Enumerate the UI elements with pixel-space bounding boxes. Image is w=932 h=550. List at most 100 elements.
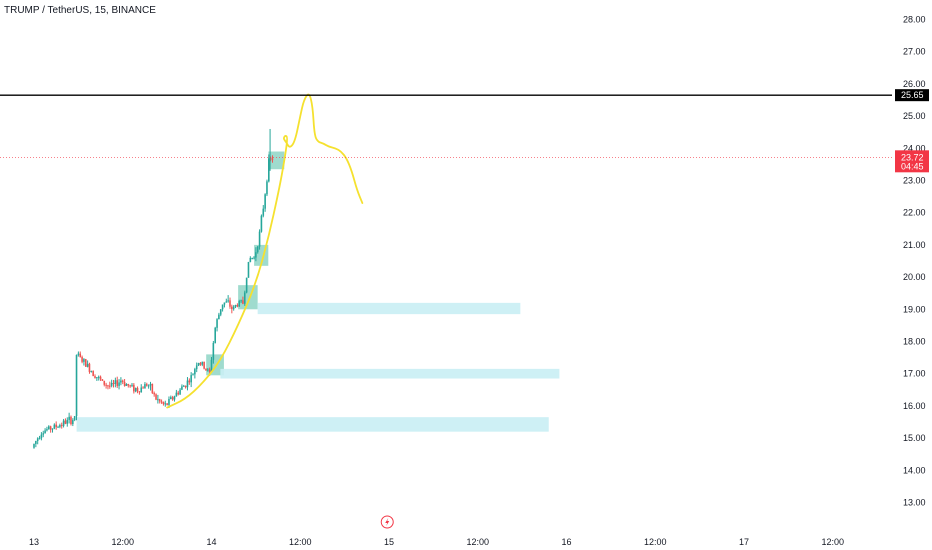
y-axis: 13.00 14.00 15.00 16.00 17.00 18.00 19.00 20.00… bbox=[895, 15, 929, 508]
candle-body bbox=[249, 257, 252, 262]
current-price-label: 23.72 bbox=[901, 152, 924, 162]
candle-body bbox=[268, 158, 270, 182]
levels-layer bbox=[0, 94, 892, 158]
candle-body bbox=[173, 396, 176, 400]
candle-body bbox=[77, 353, 80, 355]
candle-body bbox=[118, 382, 120, 386]
x-tick-label: 15 bbox=[384, 537, 394, 547]
x-tick-label: 12:00 bbox=[821, 537, 844, 547]
candle-body bbox=[64, 420, 67, 424]
candle-body bbox=[160, 401, 163, 403]
candle-body bbox=[192, 374, 194, 376]
candle-body bbox=[255, 252, 257, 258]
candle-body bbox=[264, 194, 266, 209]
candle-body bbox=[53, 424, 56, 429]
y-tick-label: 17.00 bbox=[903, 369, 926, 379]
candle-body bbox=[207, 369, 209, 371]
candle-body bbox=[145, 384, 148, 386]
candle-body bbox=[199, 363, 202, 365]
candle-body bbox=[75, 354, 78, 417]
candle-body bbox=[59, 425, 61, 427]
candle-body bbox=[234, 305, 237, 307]
resistance-badge-label: 25.65 bbox=[901, 90, 924, 100]
candle-body bbox=[96, 377, 98, 379]
candle-body bbox=[195, 365, 198, 370]
candle-body bbox=[271, 158, 274, 160]
candle-body bbox=[129, 385, 131, 387]
candle-body bbox=[35, 441, 37, 444]
candle-body bbox=[256, 246, 259, 253]
y-tick-label: 24.00 bbox=[903, 143, 926, 153]
candle-body bbox=[190, 375, 192, 383]
candle-body bbox=[55, 424, 57, 427]
y-tick-label: 21.00 bbox=[903, 240, 926, 250]
candle-body bbox=[49, 426, 52, 430]
y-tick-label: 14.00 bbox=[903, 465, 926, 475]
candle-body bbox=[83, 359, 85, 362]
candle-body bbox=[140, 387, 143, 393]
candle-body bbox=[147, 385, 150, 387]
candle-body bbox=[109, 385, 111, 387]
candle-body bbox=[179, 389, 181, 395]
candle-body bbox=[188, 380, 191, 383]
x-tick-label: 17 bbox=[739, 537, 749, 547]
candle-body bbox=[44, 430, 46, 434]
candle-body bbox=[232, 306, 235, 310]
candle-body bbox=[84, 359, 87, 367]
candle-body bbox=[182, 385, 185, 387]
candle-body bbox=[238, 300, 241, 307]
x-tick-label: 12:00 bbox=[289, 537, 312, 547]
candle-body bbox=[121, 380, 124, 383]
current-price-badge bbox=[895, 150, 929, 173]
x-tick-label: 14 bbox=[206, 537, 216, 547]
candle-body bbox=[133, 384, 135, 392]
candle-body bbox=[236, 305, 239, 307]
candle-body bbox=[51, 428, 54, 430]
candle-body bbox=[186, 380, 189, 388]
candle-body bbox=[62, 420, 65, 426]
supply-demand-zone bbox=[238, 285, 258, 310]
candle-body bbox=[231, 306, 233, 310]
candle-body bbox=[46, 429, 48, 431]
candles-layer bbox=[33, 128, 274, 449]
candle-body bbox=[229, 300, 231, 307]
candle-body bbox=[262, 208, 265, 216]
candle-body bbox=[170, 397, 172, 400]
candle-body bbox=[112, 382, 115, 384]
candle-body bbox=[138, 391, 141, 393]
candle-body bbox=[184, 385, 187, 388]
candle-body bbox=[144, 384, 146, 389]
lightning-icon bbox=[380, 515, 394, 529]
y-tick-label: 23.00 bbox=[903, 176, 926, 186]
candle-body bbox=[92, 371, 94, 377]
y-tick-label: 16.00 bbox=[903, 401, 926, 411]
candle-body bbox=[162, 401, 165, 405]
candle-body bbox=[88, 363, 91, 372]
y-tick-label: 22.00 bbox=[903, 208, 926, 218]
candle-body bbox=[194, 369, 196, 375]
candle-body bbox=[168, 399, 170, 405]
candle-body bbox=[142, 387, 144, 389]
candle-body bbox=[57, 426, 59, 428]
candle-body bbox=[105, 384, 107, 386]
candle-body bbox=[151, 383, 154, 393]
candle-body bbox=[97, 376, 100, 378]
support-zone bbox=[220, 368, 560, 379]
candle-body bbox=[269, 158, 272, 160]
candle-body bbox=[136, 387, 139, 392]
countdown-label: 04:45 bbox=[901, 161, 924, 171]
candle-body bbox=[214, 327, 216, 343]
candle-body bbox=[181, 386, 183, 390]
candle-body bbox=[240, 300, 242, 302]
candle-body bbox=[134, 387, 137, 392]
candle-body bbox=[40, 434, 43, 439]
candle-body bbox=[116, 380, 119, 386]
x-tick-label: 13 bbox=[29, 537, 39, 547]
candle-body bbox=[149, 383, 152, 386]
candle-body bbox=[205, 368, 207, 371]
candle-body bbox=[210, 359, 213, 372]
candle-body bbox=[131, 384, 133, 386]
candle-body bbox=[79, 353, 82, 357]
